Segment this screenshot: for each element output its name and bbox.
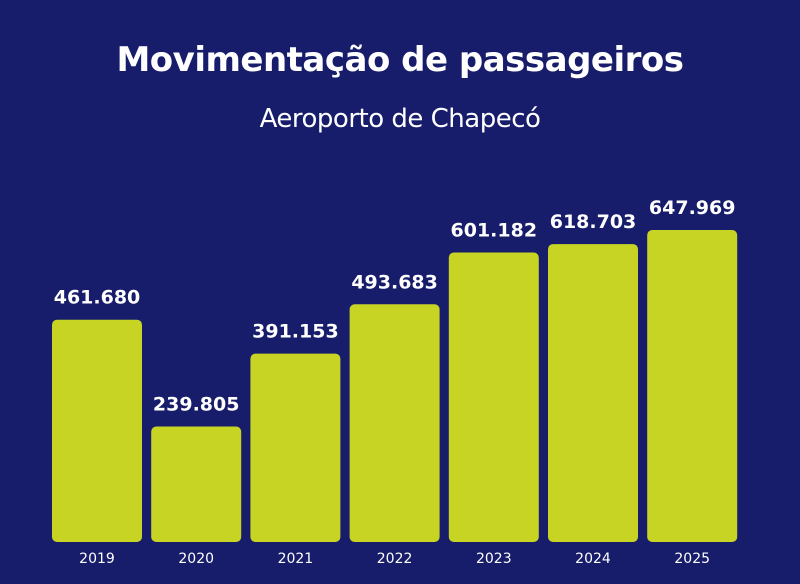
x-tick-2019: 2019 <box>79 551 115 567</box>
data-label-2019: 461.680 <box>54 287 141 309</box>
bar-2020 <box>151 426 242 542</box>
data-label-2025: 647.969 <box>649 197 736 219</box>
data-label-2020: 239.805 <box>153 394 240 416</box>
data-label-2021: 391.153 <box>252 321 339 343</box>
bar-2019 <box>52 319 142 542</box>
x-tick-2024: 2024 <box>575 551 611 567</box>
data-label-2024: 618.703 <box>550 211 637 233</box>
x-tick-2023: 2023 <box>476 551 512 567</box>
bar-2021 <box>250 353 341 542</box>
x-tick-2025: 2025 <box>674 551 710 567</box>
bar-2023 <box>448 252 539 543</box>
data-label-2022: 493.683 <box>351 271 438 293</box>
bar-2024 <box>548 244 638 542</box>
x-tick-2020: 2020 <box>178 551 214 567</box>
data-label-2023: 601.182 <box>451 220 538 242</box>
chart-title: Movimentação de passageiros <box>116 40 684 80</box>
bar-2022 <box>349 304 440 542</box>
x-tick-2022: 2022 <box>377 551 413 567</box>
x-tick-2021: 2021 <box>278 551 314 567</box>
chart-subtitle: Aeroporto de Chapecó <box>259 104 541 134</box>
bar-2025 <box>647 230 738 542</box>
